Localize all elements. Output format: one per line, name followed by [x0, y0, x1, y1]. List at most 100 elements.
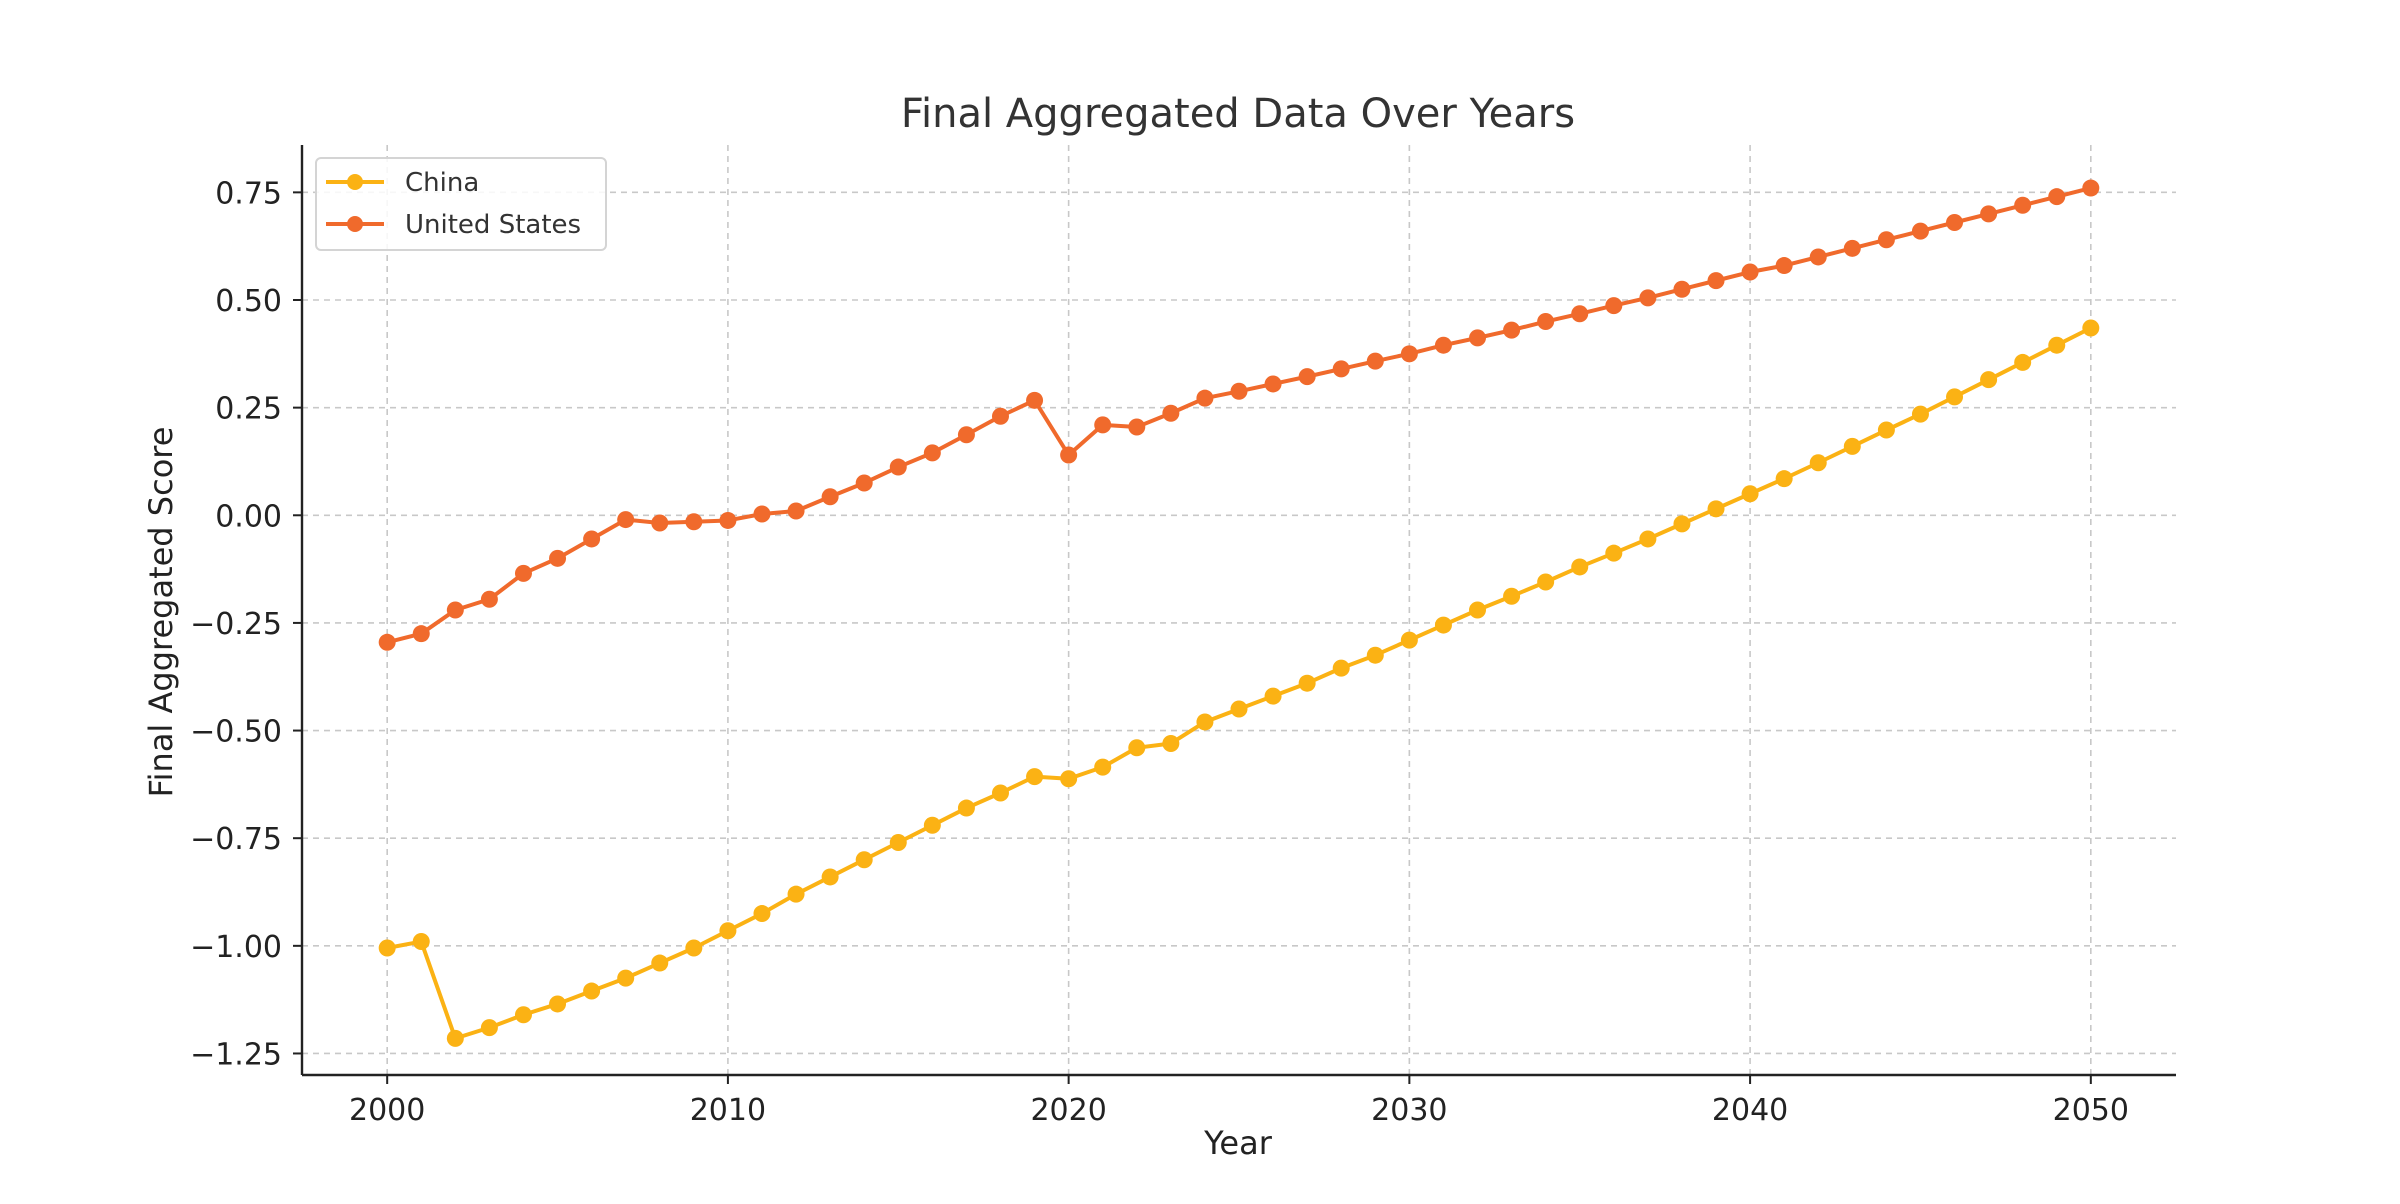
data-point-united-states: [1639, 289, 1657, 307]
data-point-china: [1128, 739, 1146, 757]
data-point-united-states: [1060, 446, 1078, 464]
data-point-united-states: [1775, 257, 1793, 275]
data-point-china: [1026, 768, 1044, 786]
series-united-states: [378, 179, 2100, 651]
data-point-united-states: [1366, 352, 1384, 370]
data-point-china: [1162, 734, 1180, 752]
data-point-china: [1775, 470, 1793, 488]
data-point-china: [1196, 713, 1214, 731]
data-point-china: [889, 834, 907, 851]
data-point-united-states: [1980, 205, 1998, 223]
data-point-united-states: [446, 601, 464, 619]
data-point-united-states: [821, 488, 839, 506]
data-point-china: [1946, 388, 1964, 406]
x-tick-label: 2050: [2053, 1093, 2129, 1128]
y-tick-label: −1.00: [190, 930, 282, 965]
x-axis-label: Year: [1203, 1124, 1273, 1162]
data-point-china: [378, 939, 396, 957]
legend-box: [315, 157, 607, 251]
data-point-china: [549, 995, 567, 1013]
y-tick-label: −0.75: [190, 822, 282, 857]
data-point-united-states: [1673, 280, 1691, 298]
data-point-china: [1843, 437, 1861, 455]
y-axis-label: Final Aggregated Score: [142, 427, 180, 798]
data-point-united-states: [378, 633, 396, 651]
data-point-china: [651, 954, 669, 972]
y-tick-label: 0.50: [215, 284, 282, 319]
y-tick-label: −1.25: [190, 1037, 282, 1072]
data-point-china: [1332, 659, 1350, 677]
data-point-united-states: [1537, 313, 1555, 331]
ticks: 2000 2010 2020 2030 2040 2050 −1.25 −1.00 −0.75 −…: [190, 176, 2129, 1128]
data-point-united-states: [1911, 222, 1929, 240]
data-point-united-states: [549, 549, 567, 567]
data-point-china: [1980, 371, 1998, 389]
series-layer: [378, 179, 2100, 1047]
data-point-united-states: [1707, 272, 1725, 290]
series-line-china: [385, 325, 2093, 1041]
legend: China United States: [315, 157, 607, 251]
data-point-united-states: [1264, 375, 1282, 393]
data-point-united-states: [1809, 248, 1827, 266]
data-point-china: [412, 933, 430, 951]
y-tick-label: −0.50: [190, 715, 282, 750]
x-tick-label: 2020: [1030, 1093, 1106, 1128]
data-point-united-states: [1400, 345, 1418, 363]
data-point-united-states: [1843, 239, 1861, 257]
y-tick-label: 0.00: [215, 499, 282, 534]
data-point-china: [446, 1029, 464, 1047]
data-point-china: [480, 1019, 498, 1037]
data-point-china: [1809, 454, 1827, 472]
data-point-united-states: [1298, 368, 1316, 386]
data-point-china: [1639, 530, 1657, 548]
data-point-united-states: [480, 590, 498, 608]
data-point-china: [1400, 631, 1418, 649]
x-tick-label: 2010: [690, 1093, 766, 1128]
data-point-united-states: [1946, 214, 1964, 231]
data-point-china: [1469, 601, 1487, 619]
data-point-china: [1366, 646, 1384, 664]
data-point-china: [753, 905, 771, 923]
data-point-united-states: [753, 505, 771, 523]
data-point-china: [583, 982, 601, 1000]
series-line-united-states: [385, 186, 2093, 645]
series-china: [378, 319, 2100, 1047]
data-point-united-states: [617, 511, 635, 529]
y-tick-label: −0.25: [190, 607, 282, 642]
data-point-china: [1673, 515, 1691, 533]
data-point-united-states: [787, 502, 805, 520]
data-point-united-states: [1162, 404, 1180, 422]
data-point-united-states: [1094, 416, 1112, 434]
data-point-china: [514, 1006, 532, 1024]
data-point-china: [957, 799, 975, 817]
y-tick-label: 0.25: [215, 392, 282, 427]
data-point-united-states: [412, 625, 430, 643]
data-point-united-states: [957, 426, 975, 444]
data-point-china: [855, 851, 873, 869]
x-tick-label: 2000: [349, 1093, 425, 1128]
data-point-china: [719, 922, 737, 940]
data-point-united-states: [855, 474, 873, 492]
data-point-united-states: [991, 407, 1009, 425]
data-point-united-states: [1503, 321, 1521, 339]
data-point-united-states: [1469, 329, 1487, 347]
data-point-united-states: [1026, 391, 1044, 409]
data-point-united-states: [651, 514, 669, 532]
data-point-china: [1537, 573, 1555, 591]
data-point-united-states: [889, 458, 907, 476]
data-point-china: [1741, 485, 1759, 503]
x-tick-label: 2040: [1712, 1093, 1788, 1128]
chart-title: Final Aggregated Data Over Years: [901, 91, 1575, 137]
legend-entry-china: China: [326, 168, 479, 198]
data-point-china: [1571, 558, 1589, 576]
data-point-china: [1434, 616, 1452, 634]
data-point-china: [1094, 758, 1112, 776]
data-point-united-states: [1741, 263, 1759, 281]
data-point-united-states: [685, 513, 703, 531]
data-point-united-states: [1571, 305, 1589, 323]
data-point-china: [685, 939, 703, 957]
data-point-china: [1503, 587, 1521, 605]
data-point-china: [1605, 544, 1623, 562]
